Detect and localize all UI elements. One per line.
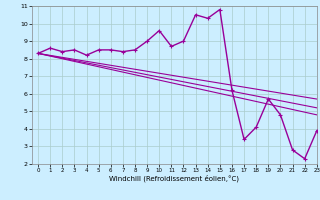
X-axis label: Windchill (Refroidissement éolien,°C): Windchill (Refroidissement éolien,°C): [109, 175, 239, 182]
